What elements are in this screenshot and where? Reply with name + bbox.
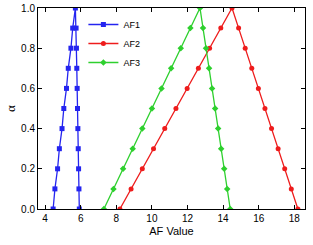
svg-text:16: 16 (253, 213, 265, 224)
svg-text:0.0: 0.0 (21, 204, 35, 215)
svg-text:1.0: 1.0 (21, 3, 35, 14)
svg-text:6: 6 (78, 213, 84, 224)
svg-text:0.8: 0.8 (21, 43, 35, 54)
svg-text:12: 12 (182, 213, 194, 224)
svg-text:0.2: 0.2 (21, 163, 35, 174)
svg-text:4: 4 (42, 213, 48, 224)
svg-text:AF Value: AF Value (149, 225, 193, 237)
svg-text:10: 10 (146, 213, 158, 224)
svg-text:AF1: AF1 (123, 20, 140, 30)
svg-text:8: 8 (114, 213, 120, 224)
svg-text:AF3: AF3 (123, 58, 140, 68)
svg-text:0.6: 0.6 (21, 83, 35, 94)
svg-text:AF2: AF2 (123, 39, 140, 49)
svg-text:18: 18 (289, 213, 301, 224)
svg-text:0.4: 0.4 (21, 123, 35, 134)
svg-text:α: α (3, 105, 18, 112)
svg-text:14: 14 (218, 213, 230, 224)
